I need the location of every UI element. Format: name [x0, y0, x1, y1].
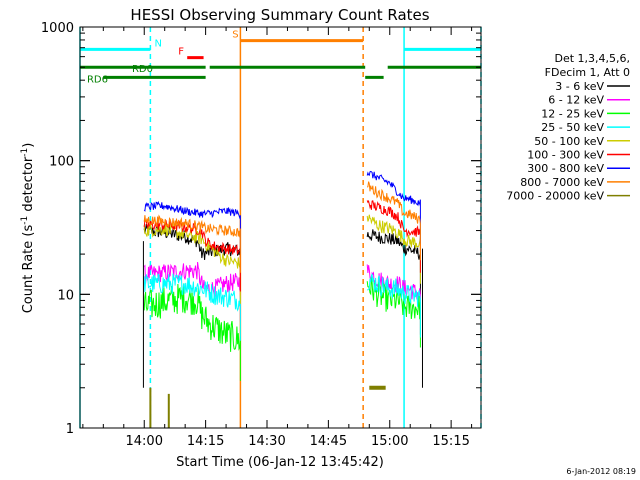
- y-tick-label-0: 1: [66, 422, 74, 437]
- footer-timestamp: 6-Jan-2012 08:19: [566, 467, 636, 476]
- y-tick-label-1: 10: [57, 288, 74, 303]
- series-line-2-0: [143, 283, 241, 381]
- state-label-rd0: RD0: [132, 64, 153, 75]
- y-tick-label-3: 1000: [41, 21, 74, 36]
- y-axis-label: Count Rate (s-1 detector-1): [20, 143, 36, 314]
- x-tick-label-1: 14:15: [187, 434, 224, 449]
- state-label-s: S: [232, 30, 238, 41]
- legend-label-8: 7000 - 20000 keV: [506, 190, 604, 203]
- x-tick-label-2: 14:30: [248, 434, 285, 449]
- series-line-3-0: [143, 273, 241, 341]
- plot-content: N F S RD0 RD6: [79, 27, 482, 428]
- series-line-1-0: [143, 261, 241, 322]
- x-axis-label: Start Time (06-Jan-12 13:45:42): [176, 455, 384, 470]
- y-tick-label-2: 100: [49, 155, 74, 170]
- legend-label-4: 50 - 100 keV: [534, 135, 604, 148]
- state-label-n: N: [154, 38, 161, 49]
- x-tick-label-3: 14:45: [310, 434, 347, 449]
- legend-label-0: 3 - 6 keV: [555, 80, 604, 93]
- series-line-5-1: [366, 199, 421, 273]
- series-line-6-0: [143, 200, 241, 255]
- legend-label-5: 100 - 300 keV: [527, 149, 604, 162]
- series-line-3-1: [367, 273, 421, 338]
- legend: Det 1,3,4,5,6, FDecim 1, Att 0 3 - 6 keV…: [506, 52, 630, 203]
- x-tick-label-4: 15:00: [371, 434, 408, 449]
- legend-label-3: 25 - 50 keV: [541, 121, 604, 134]
- series-line-4-1: [366, 214, 421, 284]
- state-label-rd6: RD6: [87, 74, 108, 85]
- legend-label-6: 300 - 800 keV: [527, 162, 604, 175]
- axes: 14:00 14:15 14:30 14:45 15:00 15:15 1 10 100 1000: [41, 21, 481, 449]
- state-label-f: F: [178, 47, 184, 58]
- legend-header-detectors: Det 1,3,4,5,6,: [554, 52, 630, 65]
- plot-frame: [79, 26, 482, 429]
- x-tick-label-0: 14:00: [126, 434, 163, 449]
- x-tick-label-5: 15:15: [432, 434, 469, 449]
- legend-label-1: 6 - 12 keV: [548, 94, 604, 107]
- legend-label-2: 12 - 25 keV: [541, 107, 604, 120]
- legend-label-7: 800 - 7000 keV: [520, 176, 604, 189]
- series-line-7-1: [366, 181, 421, 261]
- series-line-4-0: [143, 223, 241, 304]
- series-line-7-0: [143, 214, 241, 273]
- chart-title: HESSI Observing Summary Count Rates: [130, 6, 429, 24]
- series-line-0-1: [366, 229, 421, 295]
- legend-header-decimation: FDecim 1, Att 0: [545, 66, 630, 79]
- series-line-6-1: [366, 170, 421, 244]
